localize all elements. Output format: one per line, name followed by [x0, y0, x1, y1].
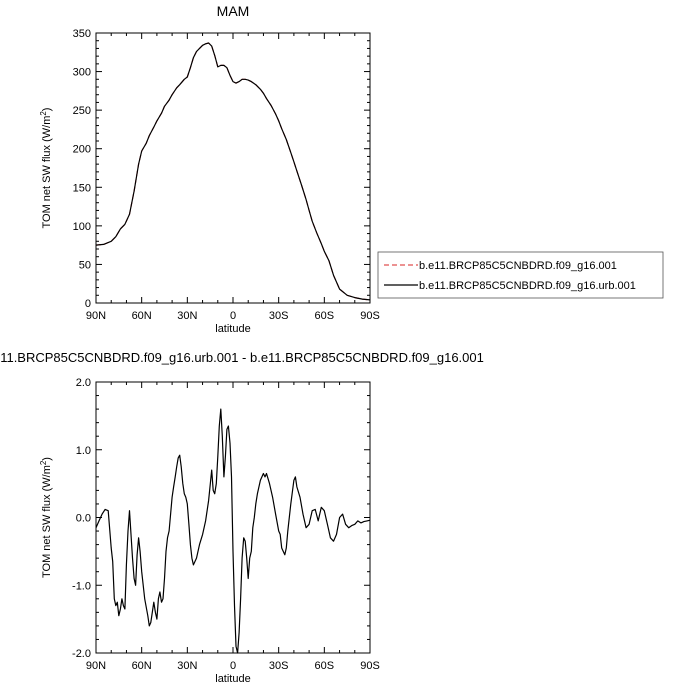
y-tick-label: 300	[73, 67, 91, 79]
x-tick-label: 60S	[315, 660, 335, 672]
x-tick-label: 60S	[315, 310, 335, 322]
y-axis-label: TOM net SW flux (W/m2)	[39, 457, 53, 578]
y-tick-label: 2.0	[76, 377, 91, 389]
x-tick-label: 30N	[177, 310, 197, 322]
legend: b.e11.BRCP85C5CNBDRD.f09_g16.001 b.e11.BR…	[377, 251, 664, 299]
x-tick-label: 30N	[177, 660, 197, 672]
y-tick-label: 1.0	[76, 445, 91, 457]
legend-box	[377, 251, 664, 299]
x-tick-label: 90S	[360, 660, 380, 672]
x-tick-label: 60N	[132, 660, 152, 672]
y-tick-label: 200	[73, 144, 91, 156]
y-tick-label: 250	[73, 105, 91, 117]
chart-title: MAM	[217, 3, 250, 19]
x-tick-label: 0	[230, 310, 236, 322]
y-tick-label: -1.0	[72, 580, 91, 592]
x-tick-label: 30S	[269, 660, 289, 672]
bottom-panel: b.e11.BRCP85C5CNBDRD.f09_g16.urb.001 - b…	[0, 350, 484, 685]
series-line-difference	[95, 408, 371, 654]
x-tick-label: 0	[230, 660, 236, 672]
x-tick-label: 90N	[86, 660, 106, 672]
x-tick-label: 90N	[86, 310, 106, 322]
x-tick-label: 90S	[360, 310, 380, 322]
legend-entry-label: b.e11.BRCP85C5CNBDRD.f09_g16.001	[419, 260, 617, 272]
y-tick-label: 100	[73, 221, 91, 233]
y-tick-label: 350	[73, 28, 91, 40]
y-tick-label: 0	[85, 298, 91, 310]
top-panel: MAM 90N 60N 30N 0 30S 60S 90S 0 50 100 150 200 250 300…	[39, 3, 664, 335]
y-tick-label: 50	[79, 259, 91, 271]
x-tick-label: 30S	[269, 310, 289, 322]
y-tick-label: -2.0	[72, 648, 91, 660]
x-tick-label: 60N	[132, 310, 152, 322]
y-axis-label: TOM net SW flux (W/m2)	[39, 108, 53, 229]
y-tick-label: 0.0	[76, 513, 91, 525]
legend-entry-label: b.e11.BRCP85C5CNBDRD.f09_g16.urb.001	[419, 280, 636, 292]
plot-frame	[95, 381, 371, 654]
series-line-f09-g16-urb-001	[95, 42, 371, 301]
x-axis-label: latitude	[215, 323, 250, 335]
x-axis-label: latitude	[215, 673, 250, 685]
y-tick-label: 150	[73, 182, 91, 194]
chart-title: b.e11.BRCP85C5CNBDRD.f09_g16.urb.001 - b…	[0, 350, 484, 365]
